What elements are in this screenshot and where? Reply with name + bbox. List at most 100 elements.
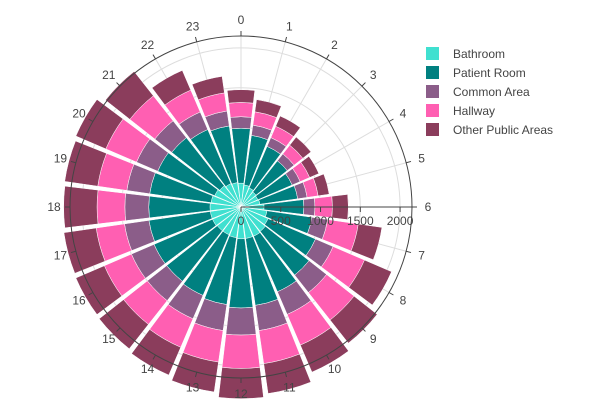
- legend-item[interactable]: Hallway: [426, 101, 553, 120]
- radial-tick-label: 0: [238, 214, 245, 228]
- angular-tick: [406, 160, 412, 164]
- angular-tick-label: 5: [418, 152, 425, 166]
- legend-item[interactable]: Patient Room: [426, 63, 553, 82]
- bar-segment[interactable]: [105, 71, 154, 120]
- legend-label: Hallway: [453, 103, 496, 118]
- bar-segment[interactable]: [300, 327, 349, 373]
- angular-tick-label: 23: [186, 19, 200, 33]
- angular-tick: [88, 292, 94, 296]
- bar-segment[interactable]: [226, 89, 256, 104]
- angular-tick-label: 6: [425, 200, 432, 214]
- series-patient-room: [148, 125, 316, 309]
- radial-axis: 0 500 1000 1500 2000: [238, 206, 414, 228]
- radial-tick-label: 2000: [387, 214, 414, 228]
- angular-tick: [194, 36, 198, 42]
- radial-tick-label: 1500: [347, 214, 374, 228]
- angular-tick-label: 1: [286, 19, 293, 33]
- angular-tick-label: 4: [400, 107, 407, 121]
- angular-tick: [116, 82, 121, 87]
- angular-tick: [388, 292, 394, 296]
- bar-segment[interactable]: [350, 223, 383, 261]
- bar-segment[interactable]: [230, 116, 252, 130]
- angular-tick-label: 19: [54, 152, 68, 166]
- legend: Bathroom Patient Room Common Area Hallway Ot…: [426, 44, 553, 139]
- angular-tick-label: 16: [72, 294, 86, 308]
- bar-segment[interactable]: [131, 329, 182, 376]
- legend-swatch: [426, 66, 439, 79]
- legend-item[interactable]: Common Area: [426, 82, 553, 101]
- legend-swatch: [426, 123, 439, 136]
- angular-tick-label: 3: [370, 68, 377, 82]
- bar-segment[interactable]: [151, 70, 192, 106]
- angular-tick: [326, 354, 330, 360]
- bar-segment[interactable]: [263, 353, 312, 394]
- bar-segment[interactable]: [300, 155, 320, 178]
- bar-segment[interactable]: [64, 140, 107, 187]
- radial-tick-label: 500: [271, 214, 291, 228]
- bar-segment[interactable]: [98, 299, 149, 350]
- angular-tick-label: 22: [141, 38, 155, 52]
- angular-tick: [70, 250, 76, 254]
- radial-tick-label: 1000: [307, 214, 334, 228]
- angular-tick-label: 13: [186, 381, 200, 395]
- angular-tick-label: 17: [54, 248, 68, 262]
- bar-segment[interactable]: [275, 115, 301, 137]
- angular-tick: [88, 118, 94, 122]
- angular-tick-label: 18: [47, 200, 61, 214]
- bar-segment[interactable]: [63, 185, 99, 229]
- angular-tick-label: 0: [238, 13, 245, 27]
- legend-swatch: [426, 47, 439, 60]
- angular-tick: [284, 372, 288, 378]
- angular-tick-label: 12: [234, 387, 248, 401]
- bar-segment[interactable]: [225, 307, 257, 336]
- angular-tick-label: 9: [370, 332, 377, 346]
- angular-tick: [284, 36, 288, 42]
- legend-item[interactable]: Bathroom: [426, 44, 553, 63]
- angular-tick-label: 20: [72, 107, 86, 121]
- bar-segment[interactable]: [329, 295, 378, 344]
- series-other-public-areas: [63, 70, 392, 399]
- bar-segment[interactable]: [96, 189, 126, 225]
- angular-tick: [116, 327, 121, 332]
- bar-segment[interactable]: [289, 136, 312, 159]
- angular-tick: [194, 372, 198, 378]
- legend-item[interactable]: Other Public Areas: [426, 120, 553, 139]
- legend-label: Patient Room: [453, 65, 526, 80]
- bar-segment[interactable]: [63, 227, 106, 274]
- bar-segment[interactable]: [124, 193, 150, 221]
- legend-swatch: [426, 85, 439, 98]
- bar-segment[interactable]: [228, 102, 254, 118]
- angular-tick: [361, 327, 366, 332]
- legend-label: Common Area: [453, 84, 530, 99]
- angular-tick-label: 15: [102, 332, 116, 346]
- angular-tick-label: 8: [400, 294, 407, 308]
- angular-tick: [406, 250, 412, 254]
- angular-tick: [70, 160, 76, 164]
- angular-tick-label: 11: [283, 381, 296, 395]
- angular-tick: [361, 82, 366, 87]
- bar-segment[interactable]: [313, 173, 330, 197]
- bar-segment[interactable]: [191, 76, 225, 101]
- bar-segment[interactable]: [75, 99, 124, 150]
- angular-tick: [152, 54, 156, 60]
- legend-label: Bathroom: [453, 46, 506, 61]
- angular-tick-label: 2: [331, 38, 338, 52]
- angular-tick: [326, 54, 330, 60]
- angular-tick: [152, 354, 156, 360]
- angular-tick: [388, 118, 394, 122]
- bar-segment[interactable]: [218, 367, 264, 399]
- legend-label: Other Public Areas: [453, 122, 554, 137]
- angular-tick-label: 7: [418, 248, 425, 262]
- bar-segment[interactable]: [254, 99, 282, 118]
- angular-tick-label: 14: [141, 362, 155, 376]
- legend-swatch: [426, 104, 439, 117]
- bar-segment[interactable]: [75, 265, 123, 315]
- angular-tick-label: 21: [102, 68, 116, 82]
- bars: [63, 70, 392, 399]
- angular-tick-label: 10: [328, 362, 342, 376]
- bar-segment[interactable]: [348, 259, 392, 306]
- bar-segment[interactable]: [221, 333, 261, 369]
